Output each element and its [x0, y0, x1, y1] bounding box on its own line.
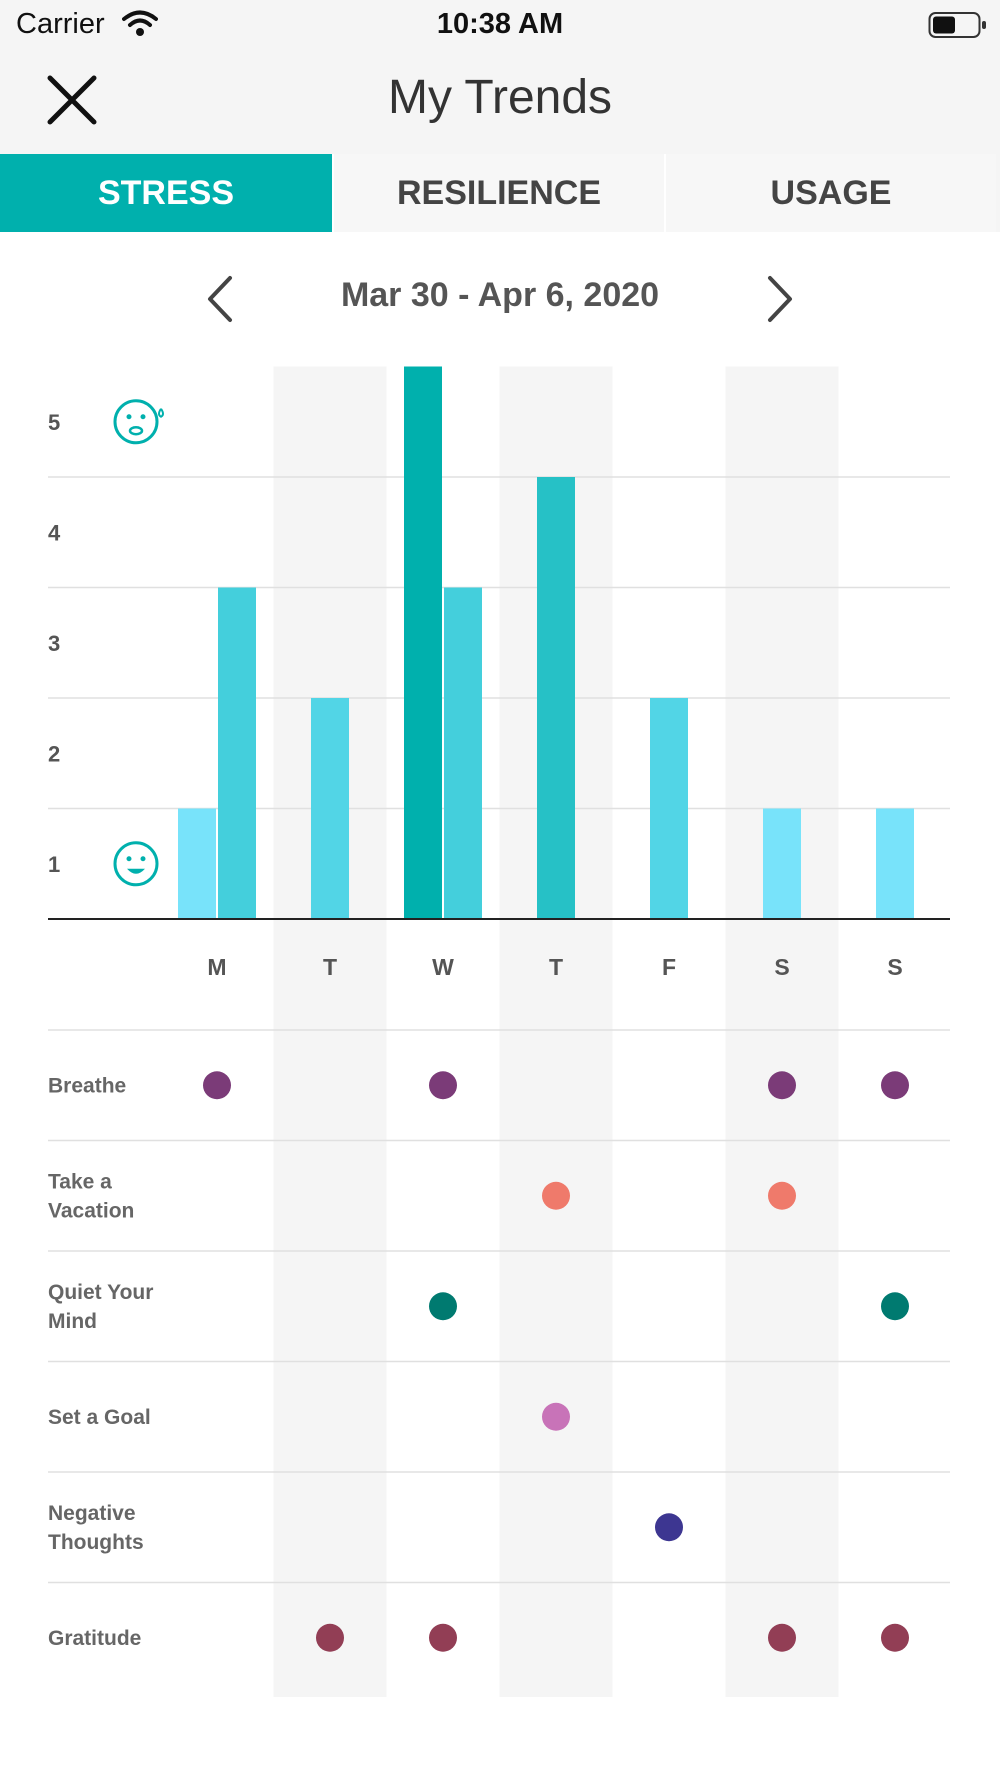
activity-label: Breathe [48, 1074, 126, 1097]
column-stripe [499, 366, 613, 1697]
bar [218, 587, 256, 919]
carrier-label: Carrier [16, 8, 105, 40]
clock: 10:38 AM [436, 8, 564, 40]
day-label: S [887, 954, 902, 980]
bar [404, 366, 442, 919]
bar [650, 698, 688, 919]
bar [537, 477, 575, 919]
activity-dot [316, 1623, 344, 1652]
activity-dot [881, 1071, 909, 1100]
chevron-right-icon [768, 276, 792, 322]
bar [178, 808, 216, 919]
activity-dot [881, 1623, 909, 1652]
activity-dot [881, 1292, 909, 1321]
activity-dot [429, 1292, 457, 1321]
activity-dot [768, 1181, 796, 1210]
page-title: My Trends [387, 71, 613, 124]
activity-label: Gratitude [48, 1627, 141, 1650]
activity-dot [429, 1623, 457, 1652]
day-label: F [662, 954, 676, 980]
activity-label: Thoughts [48, 1531, 144, 1554]
day-label: M [207, 954, 226, 980]
bar [444, 587, 482, 919]
column-stripe [273, 366, 387, 1697]
close-icon [47, 75, 97, 125]
battery-icon [928, 10, 988, 45]
tab-usage[interactable]: USAGE [664, 154, 996, 232]
activity-dot [542, 1181, 570, 1210]
column-stripe [725, 366, 839, 1697]
bar [763, 808, 801, 919]
activity-dot [655, 1513, 683, 1542]
tab-resilience[interactable]: RESILIENCE [332, 154, 664, 232]
day-label: T [323, 954, 337, 980]
activity-label: Negative [48, 1502, 136, 1525]
day-label: S [774, 954, 789, 980]
day-label: W [432, 954, 454, 980]
activity-label: Vacation [48, 1199, 134, 1222]
activity-label: Mind [48, 1310, 97, 1333]
activity-dot [768, 1071, 796, 1100]
y-tick-label: 2 [48, 741, 60, 766]
activity-label: Take a [48, 1170, 112, 1193]
day-label: T [549, 954, 563, 980]
activity-label: Quiet Your [48, 1281, 153, 1304]
close-button[interactable] [44, 72, 100, 128]
activity-label: Set a Goal [48, 1406, 151, 1429]
bar [311, 698, 349, 919]
chevron-left-icon [208, 276, 232, 322]
activity-dot [203, 1071, 231, 1100]
date-navigator: Mar 30 - Apr 6, 2020 [0, 252, 1000, 344]
activity-dot [542, 1402, 570, 1431]
activity-dot [429, 1071, 457, 1100]
y-tick-label: 1 [48, 852, 60, 877]
next-week-button[interactable] [760, 274, 800, 324]
y-tick-label: 3 [48, 631, 60, 656]
wifi-icon [122, 10, 158, 41]
happy-face-icon [113, 841, 159, 887]
tab-stress[interactable]: STRESS [0, 154, 332, 232]
y-tick-label: 4 [48, 520, 61, 545]
nav-bar: My Trends [0, 50, 1000, 154]
stressed-face-icon [113, 399, 164, 445]
status-bar: Carrier 10:38 AM [0, 0, 1000, 50]
bar [876, 808, 914, 919]
date-range: Mar 30 - Apr 6, 2020 [340, 276, 660, 314]
activity-dot [768, 1623, 796, 1652]
previous-week-button[interactable] [200, 274, 240, 324]
tab-bar: STRESS RESILIENCE USAGE [0, 154, 1000, 232]
y-tick-label: 5 [48, 410, 60, 435]
